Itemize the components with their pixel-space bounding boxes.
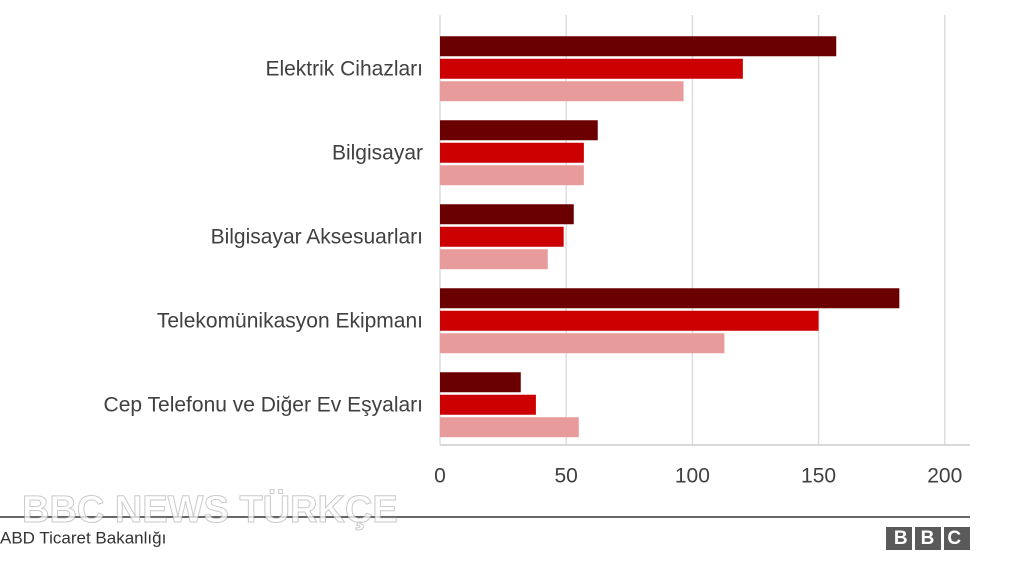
x-tick-label: 100 [675, 465, 710, 488]
bar [440, 249, 548, 270]
bar [440, 417, 579, 438]
bar [440, 58, 743, 79]
bar [440, 310, 819, 331]
watermark: BBC NEWS TÜRKÇE [22, 488, 398, 531]
logo-box [944, 527, 970, 550]
bar [440, 288, 900, 309]
bar [440, 142, 584, 163]
y-tick-label: Elektrik Cihazları [265, 58, 423, 81]
y-tick-label: Bilgisayar [332, 142, 423, 165]
y-tick-label: Bilgisayar Aksesuarları [211, 226, 423, 249]
bar [440, 165, 584, 186]
bar [440, 333, 725, 354]
bar [440, 394, 536, 415]
x-tick-label: 200 [927, 465, 962, 488]
logo-box [915, 527, 941, 550]
source: ABD Ticaret Bakanlığı [0, 528, 166, 547]
x-tick-label: 0 [434, 465, 446, 488]
bar [440, 226, 564, 247]
x-tick-label: 50 [555, 465, 578, 488]
bar [440, 81, 684, 102]
logo: BBC [894, 528, 974, 549]
y-tick-label: Telekomünikasyon Ekipmanı [157, 310, 423, 333]
y-tick-label: Cep Telefonu ve Diğer Ev Eşyaları [104, 394, 423, 417]
x-tick-label: 150 [801, 465, 836, 488]
bar [440, 372, 521, 393]
logo-box [886, 527, 912, 550]
bar [440, 204, 574, 225]
bar [440, 36, 837, 57]
bar [440, 120, 598, 141]
